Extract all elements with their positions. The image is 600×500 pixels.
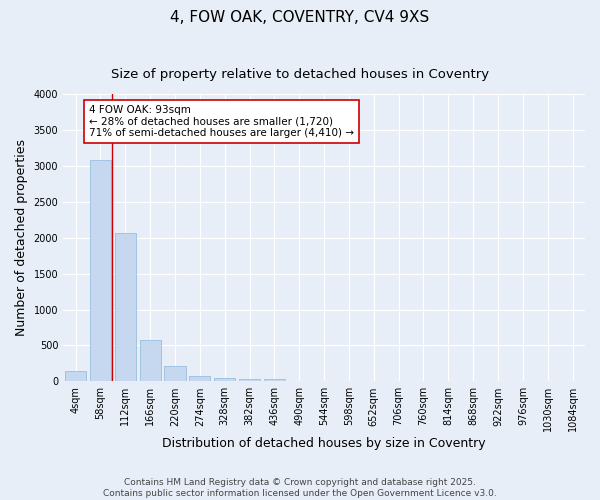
Text: 4 FOW OAK: 93sqm
← 28% of detached houses are smaller (1,720)
71% of semi-detach: 4 FOW OAK: 93sqm ← 28% of detached house…: [89, 105, 354, 138]
Bar: [164, 366, 185, 382]
Bar: [90, 160, 111, 382]
Bar: [214, 378, 235, 382]
Text: Size of property relative to detached houses in Coventry: Size of property relative to detached ho…: [111, 68, 489, 82]
Y-axis label: Number of detached properties: Number of detached properties: [15, 139, 28, 336]
Bar: [189, 376, 211, 382]
Bar: [239, 379, 260, 382]
Bar: [264, 379, 285, 382]
Bar: [140, 340, 161, 382]
Bar: [65, 370, 86, 382]
X-axis label: Distribution of detached houses by size in Coventry: Distribution of detached houses by size …: [162, 437, 486, 450]
Text: 4, FOW OAK, COVENTRY, CV4 9XS: 4, FOW OAK, COVENTRY, CV4 9XS: [170, 10, 430, 25]
Text: Contains HM Land Registry data © Crown copyright and database right 2025.
Contai: Contains HM Land Registry data © Crown c…: [103, 478, 497, 498]
Bar: [115, 232, 136, 382]
